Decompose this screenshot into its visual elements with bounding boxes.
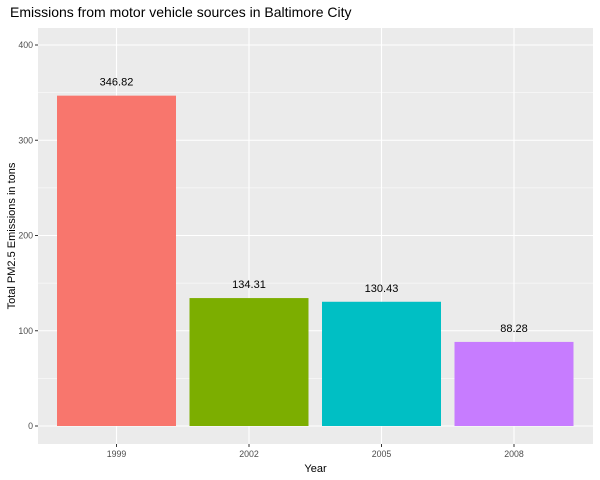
bar-2002 [189, 298, 309, 426]
y-tick-label: 400 [18, 40, 33, 50]
x-tick-label-2005: 2005 [372, 449, 392, 459]
data-label-2008: 88.28 [500, 323, 528, 335]
y-tick-label: 0 [28, 421, 33, 431]
data-labels: 346.82 134.31 130.43 88.28 [100, 77, 528, 335]
bars [57, 95, 574, 426]
y-axis-title: Total PM2.5 Emissions in tons [6, 162, 18, 309]
bar-2005 [322, 301, 441, 426]
x-tick-label-2008: 2008 [504, 449, 524, 459]
y-tick-label: 200 [18, 231, 33, 241]
y-axis: 0 100 200 300 400 [18, 40, 38, 431]
x-tick-label-1999: 1999 [107, 449, 127, 459]
data-label-1999: 346.82 [100, 77, 134, 89]
x-axis: 1999 2002 2005 2008 [107, 444, 524, 459]
x-tick-label-2002: 2002 [239, 449, 259, 459]
x-axis-title: Year [304, 463, 327, 475]
y-tick-label: 300 [18, 135, 33, 145]
bar-2008 [454, 341, 574, 426]
data-label-2005: 130.43 [365, 283, 399, 295]
data-label-2002: 134.31 [232, 279, 266, 291]
chart-title: Emissions from motor vehicle sources in … [10, 4, 352, 20]
bar-1999 [57, 95, 176, 426]
y-tick-label: 100 [18, 326, 33, 336]
